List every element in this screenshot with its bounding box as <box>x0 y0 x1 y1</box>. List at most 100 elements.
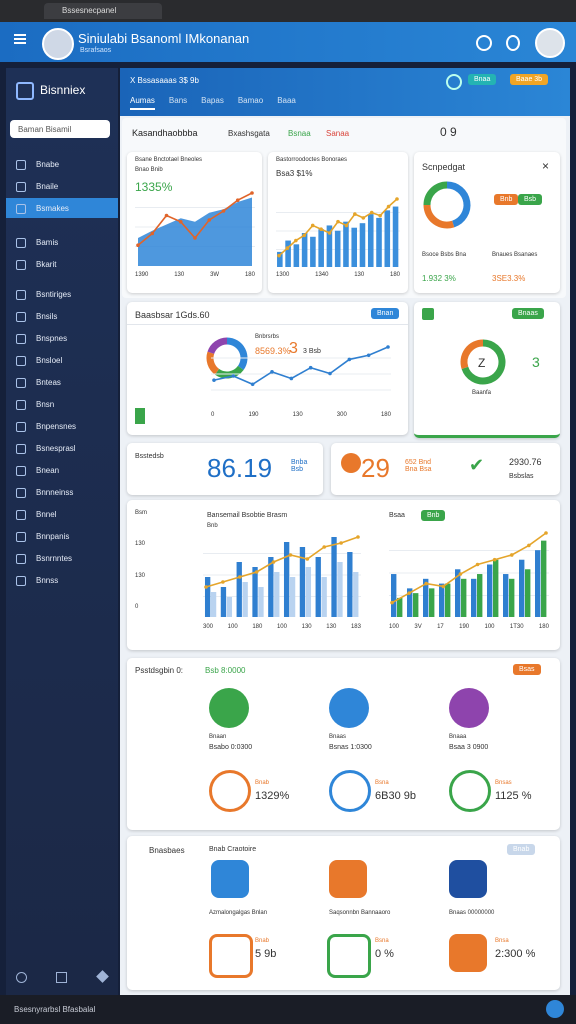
icon[interactable] <box>329 688 369 728</box>
help-button[interactable] <box>546 1000 564 1018</box>
nav-item[interactable]: Bnsils <box>6 306 118 326</box>
nav-icon <box>16 182 26 192</box>
point <box>509 553 514 557</box>
user-avatar[interactable] <box>535 28 565 58</box>
nav-item[interactable]: Bnspnes <box>6 328 118 348</box>
item-label: Bnaan <box>209 734 227 740</box>
nav-item[interactable]: Bsnesprasl <box>6 438 118 458</box>
point <box>136 243 140 247</box>
nav-item[interactable]: Bnnpanis <box>6 526 118 546</box>
button[interactable]: Bnb <box>421 510 446 521</box>
bar <box>391 574 397 617</box>
tab[interactable]: Bamao <box>237 96 264 105</box>
kpi-value: 2930.76 <box>509 457 542 467</box>
item-label: Bnaas <box>329 734 347 740</box>
brand-icon <box>16 82 34 100</box>
link[interactable]: Sanaa <box>326 129 350 138</box>
nav-item[interactable]: Bnsn <box>6 394 118 414</box>
nav-item[interactable]: Bnaile <box>6 176 118 196</box>
button[interactable]: Bnab <box>507 844 536 855</box>
icon[interactable] <box>329 770 371 812</box>
icon[interactable] <box>209 688 249 728</box>
point <box>207 218 212 222</box>
icon[interactable] <box>56 972 67 983</box>
icon[interactable] <box>209 770 251 812</box>
nav-label: Bnsloel <box>36 356 63 365</box>
icon[interactable] <box>449 688 489 728</box>
nav-item[interactable]: Bnsloel <box>6 350 118 370</box>
icon[interactable] <box>327 934 371 978</box>
tab[interactable]: Aumas <box>130 96 155 110</box>
icon[interactable] <box>449 860 487 898</box>
y-tick-label: 0 <box>135 603 139 610</box>
nav-label: Bamis <box>36 238 59 247</box>
point <box>250 191 254 195</box>
donut-slice <box>207 337 228 355</box>
x-tick-label: 1300 <box>276 272 290 278</box>
item-value: Bsaa 3 0900 <box>449 744 489 751</box>
chart-card: Bsm 130 130 0 Bansemail Bsobtie Brasm Bnb 3… <box>127 500 560 650</box>
tab[interactable] <box>44 3 162 19</box>
kpi-card: Bsstedsb 86.19 Bnba Bsb <box>127 443 323 495</box>
tab[interactable]: Bapas <box>201 96 224 105</box>
bar <box>461 578 467 617</box>
link[interactable]: Bxashsgata <box>228 129 270 138</box>
nav-item[interactable]: Bnteas <box>6 372 118 392</box>
bar <box>347 552 353 617</box>
button[interactable]: Baae 3b <box>510 74 549 85</box>
button[interactable]: Bnaas <box>512 308 544 319</box>
nav-item[interactable]: Bsnrnntes <box>6 548 118 568</box>
tabs: Aumas Bans Bapas Bamao Baaa <box>130 96 296 110</box>
nav-label: Bnabe <box>36 160 60 169</box>
point <box>235 198 240 202</box>
nav-label: Bnean <box>36 466 60 475</box>
button[interactable]: Bsas <box>513 664 541 675</box>
search-icon[interactable] <box>446 74 462 90</box>
icon[interactable] <box>16 972 27 983</box>
search-box[interactable] <box>10 120 110 138</box>
nav-item[interactable]: Bsntiriges <box>6 284 118 304</box>
nav-item[interactable]: Bnean <box>6 460 118 480</box>
nav-item[interactable]: Bnnel <box>6 504 118 524</box>
nav-label: Bnaile <box>36 182 59 191</box>
nav-item[interactable]: Bamis <box>6 232 118 252</box>
bar-chart <box>276 197 400 267</box>
icon[interactable] <box>96 970 109 983</box>
button[interactable]: Bnan <box>371 308 400 319</box>
button[interactable]: Bnb <box>494 194 519 205</box>
icon[interactable] <box>209 934 253 978</box>
nav-item[interactable]: Bkarit <box>6 254 118 274</box>
bar <box>226 597 233 617</box>
donut-slice <box>461 339 506 385</box>
divider <box>127 324 408 325</box>
point <box>164 213 169 218</box>
tab[interactable]: Bans <box>168 96 188 105</box>
icon[interactable] <box>449 770 491 812</box>
nav-item[interactable]: Bnnss <box>6 570 118 590</box>
link[interactable]: Bsnaa <box>288 129 311 138</box>
stat-label: Bnaues Bsanaes <box>492 252 538 258</box>
bar <box>334 230 341 267</box>
shield-icon[interactable] <box>506 35 520 51</box>
donut-slice <box>206 351 220 375</box>
tab[interactable]: Baaa <box>277 96 296 105</box>
icon[interactable] <box>329 860 367 898</box>
settings-icon[interactable] <box>476 35 492 51</box>
x-tick-label: 130 <box>354 272 365 278</box>
y-tick-label: 130 <box>135 572 146 579</box>
nav-item[interactable]: Bnnneinss <box>6 482 118 502</box>
stat-value: 3SE3.3% <box>492 274 526 283</box>
point <box>204 585 208 589</box>
nav-item[interactable]: Bnpensnes <box>6 416 118 436</box>
button[interactable]: Bsb <box>518 194 543 205</box>
nav-item[interactable]: Bsmakes <box>6 198 118 218</box>
point <box>336 219 340 224</box>
button[interactable]: Bnaa <box>468 74 497 85</box>
icon[interactable] <box>211 860 249 898</box>
avatar[interactable] <box>42 28 74 60</box>
menu-icon[interactable] <box>14 38 26 40</box>
icon[interactable] <box>449 934 487 972</box>
close[interactable]: × <box>542 159 550 173</box>
nav-item[interactable]: Bnabe <box>6 154 118 174</box>
value: 8569.3% <box>255 346 291 356</box>
